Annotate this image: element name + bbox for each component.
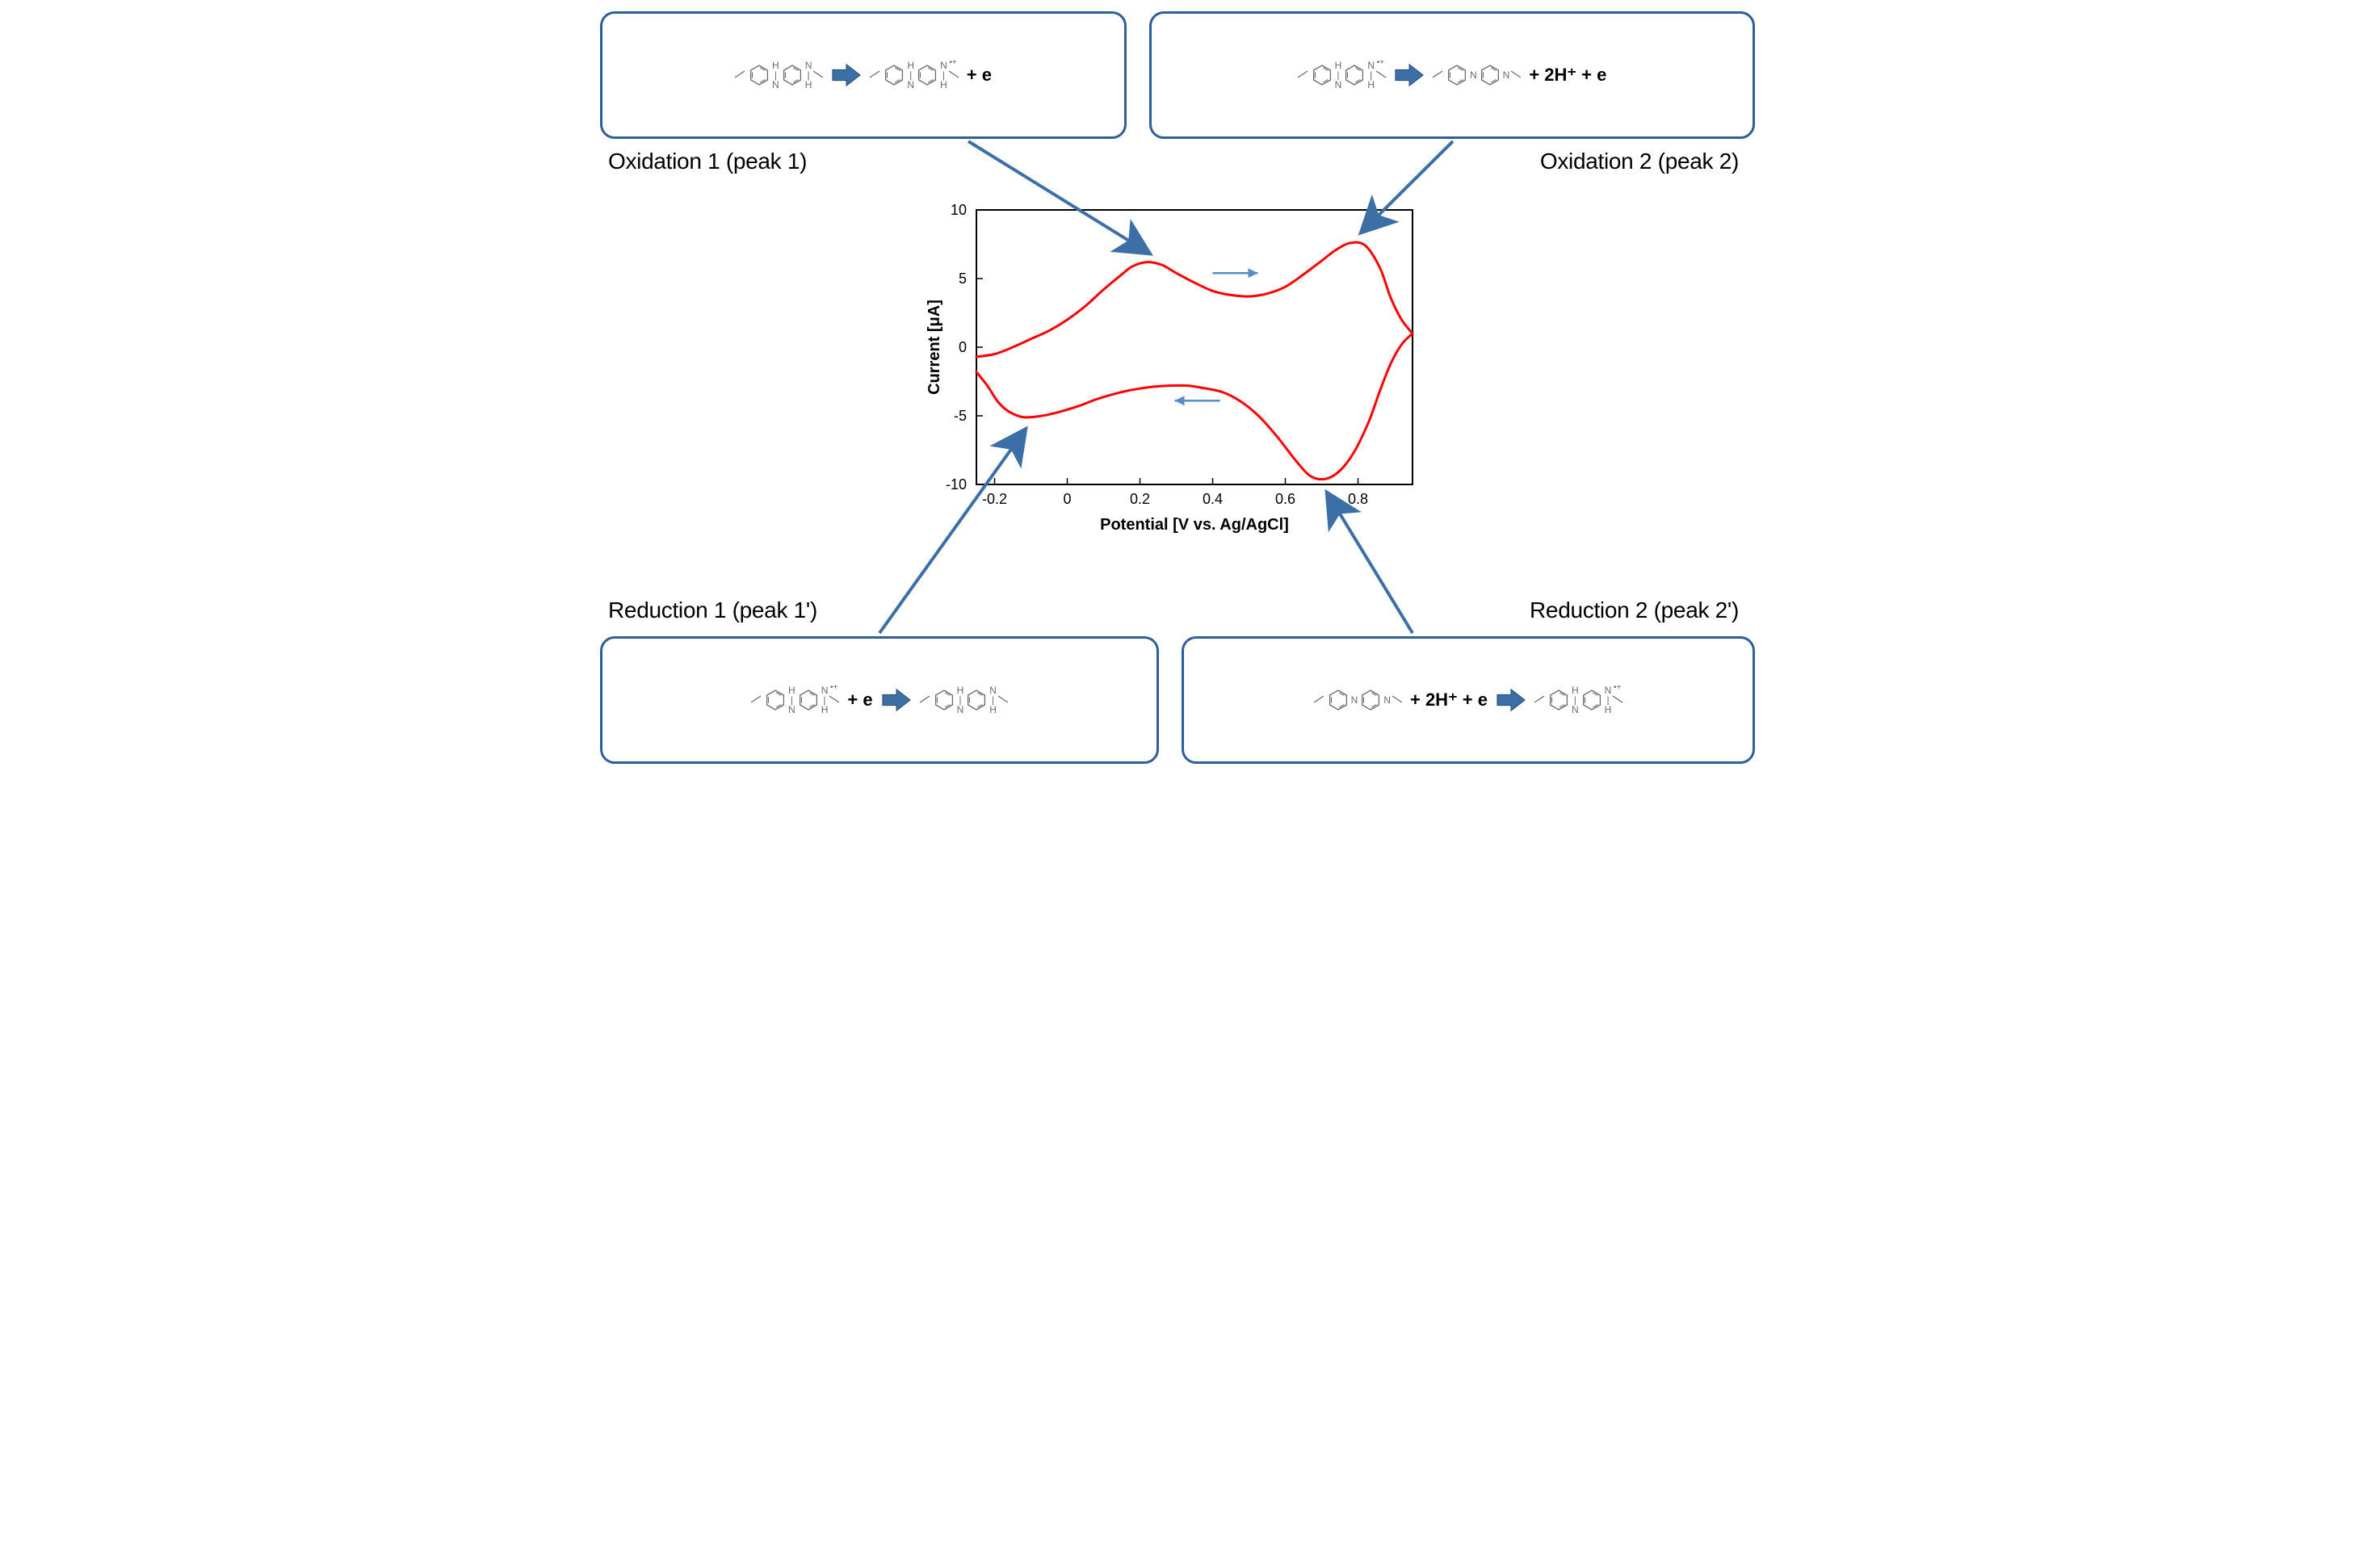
reaction-red1: H|NN|H + e H|NN|H	[751, 685, 1008, 715]
svg-text:-0.2: -0.2	[982, 491, 1007, 507]
forward-arrow-icon	[1496, 686, 1526, 714]
svg-text:5: 5	[959, 270, 967, 287]
molecule-radical: H|NN|H	[1534, 685, 1622, 715]
label-oxidation-2: Oxidation 2 (peak 2)	[1540, 149, 1739, 174]
ox1-rhs: + e	[967, 65, 992, 86]
molecule-leuco: H|NN|H	[735, 61, 823, 90]
red1-lhs: + e	[847, 690, 872, 711]
svg-text:0.6: 0.6	[1275, 491, 1295, 507]
svg-text:0.8: 0.8	[1348, 491, 1368, 507]
molecule-radical: H|NN|H	[1298, 61, 1386, 90]
reaction-red2: NN + 2H⁺ + e H|NN|H	[1314, 685, 1623, 715]
ox2-rhs: + 2H⁺ + e	[1529, 65, 1606, 86]
molecule-radical: H|NN|H	[870, 61, 958, 90]
molecule-quinone: NN	[1433, 64, 1521, 86]
forward-arrow-icon	[831, 61, 862, 89]
reaction-ox2: H|NN|H NN + 2H⁺ + e	[1298, 61, 1607, 90]
molecule-quinone: NN	[1314, 689, 1402, 711]
label-reduction-1: Reduction 1 (peak 1')	[608, 597, 817, 623]
svg-text:10: 10	[951, 202, 967, 218]
svg-text:Potential [V vs. Ag/AgCl]: Potential [V vs. Ag/AgCl]	[1100, 516, 1289, 534]
panel-oxidation-1: H|NN|H H|NN|H + e	[600, 11, 1127, 139]
label-reduction-2: Reduction 2 (peak 2')	[1530, 597, 1739, 623]
label-oxidation-1: Oxidation 1 (peak 1)	[608, 149, 807, 174]
cv-chart: -0.2 0 0.2 0.4 0.6 0.8 -10 -5 0 5 10 Potential [V v…	[920, 202, 1453, 573]
molecule-radical: H|NN|H	[751, 685, 839, 715]
panel-oxidation-2: H|NN|H NN + 2H⁺ + e	[1149, 11, 1755, 139]
molecule-leuco: H|NN|H	[920, 685, 1008, 715]
forward-arrow-icon	[1394, 61, 1425, 89]
panel-reduction-2: NN + 2H⁺ + e H|NN|H	[1182, 636, 1755, 764]
svg-text:Current [μA]: Current [μA]	[926, 300, 943, 395]
svg-text:0: 0	[1063, 491, 1071, 507]
reaction-ox1: H|NN|H H|NN|H + e	[735, 61, 992, 90]
panel-reduction-1: H|NN|H + e H|NN|H	[600, 636, 1159, 764]
svg-text:-10: -10	[946, 476, 967, 493]
forward-arrow-icon	[881, 686, 912, 714]
svg-text:0: 0	[959, 339, 967, 355]
svg-text:0.2: 0.2	[1130, 491, 1150, 507]
svg-text:-5: -5	[954, 408, 967, 424]
svg-text:0.4: 0.4	[1203, 491, 1223, 507]
red2-lhs: + 2H⁺ + e	[1410, 690, 1488, 711]
